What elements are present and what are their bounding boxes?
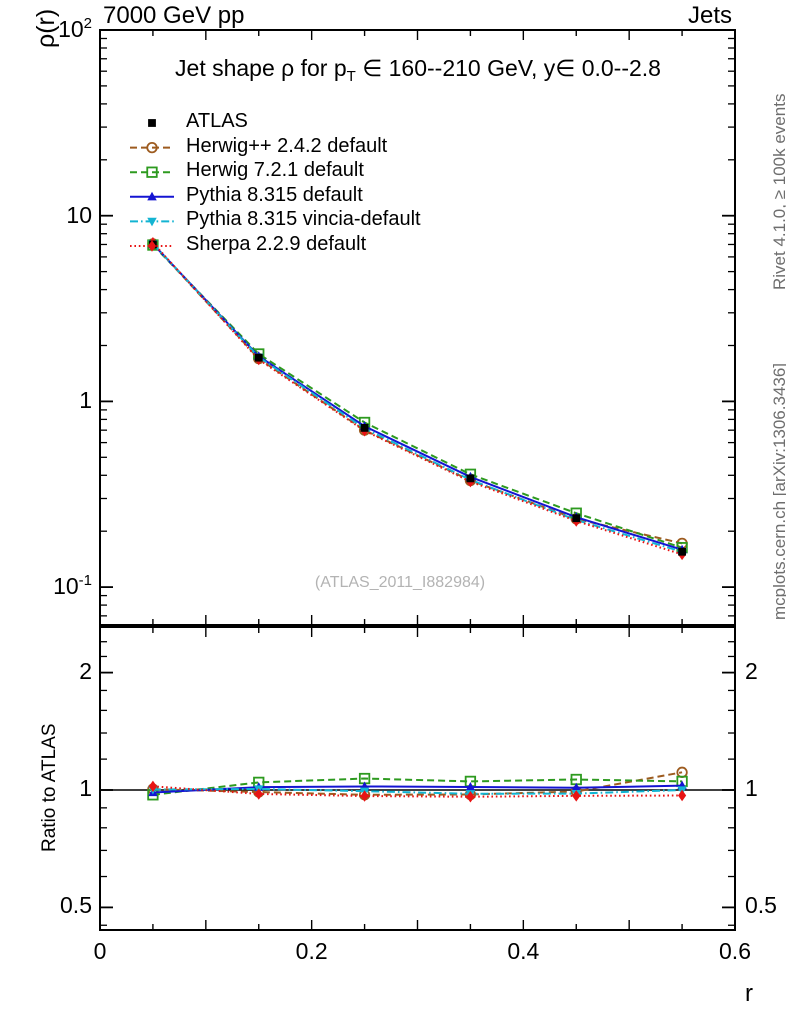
- main-ytick-1e-1: 10-1: [53, 572, 92, 600]
- xtick-2: 0.4: [507, 938, 540, 964]
- main-ytick-1e2: 102: [58, 15, 92, 42]
- x-axis-label: r: [745, 980, 753, 1007]
- legend-entry-1[interactable]: [130, 141, 174, 154]
- main-y-ticks: [99, 29, 736, 625]
- series-sherpa-2-2-9-default: [148, 780, 687, 803]
- series-pythia-8-315-default: [148, 238, 687, 554]
- legend-label-5[interactable]: Sherpa 2.2.9 default: [186, 233, 367, 255]
- ratio-ytick-right-2: 0.5: [745, 892, 777, 919]
- category-label: Jets: [687, 2, 732, 29]
- legend-entry-4[interactable]: [130, 217, 174, 227]
- legend-entry-5[interactable]: [130, 240, 174, 252]
- legend-entry-0[interactable]: [148, 119, 156, 127]
- series-herwig-7-2-1-default: [147, 239, 688, 554]
- series-pythia-8-315-vincia-default: [148, 240, 687, 557]
- main-ytick-10: 10: [66, 201, 92, 228]
- beam-energy-label: 7000 GeV pp: [103, 2, 245, 29]
- series-herwig-2-4-2-default: [147, 238, 688, 550]
- xtick-3: 0.6: [719, 938, 751, 964]
- legend: [130, 119, 174, 252]
- legend-label-2[interactable]: Herwig 7.2.1 default: [186, 159, 364, 182]
- main-y-axis-label: ρ(r): [32, 8, 60, 48]
- legend-entry-3[interactable]: [130, 191, 174, 201]
- legend-label-3[interactable]: Pythia 8.315 default: [186, 183, 363, 206]
- ratio-ytick-left-1: 1: [79, 775, 92, 801]
- ratio-y-axis-label: Ratio to ATLAS: [39, 723, 60, 853]
- series-sherpa-2-2-9-default: [148, 237, 687, 561]
- ratio-ytick-left-0: 2: [79, 657, 92, 684]
- main-ytick-1: 1: [79, 387, 92, 414]
- legend-label-4[interactable]: Pythia 8.315 vincia-default: [186, 208, 421, 231]
- legend-label-1[interactable]: Herwig++ 2.4.2 default: [186, 134, 388, 157]
- dataset-watermark: (ATLAS_2011_I882984): [314, 574, 486, 591]
- ratio-ytick-right-0: 2: [745, 657, 758, 684]
- series-atlas: [149, 240, 686, 556]
- ratio-y-ticks: [99, 627, 736, 930]
- legend-label-0[interactable]: ATLAS: [186, 110, 248, 132]
- ratio-ytick-left-2: 0.5: [60, 892, 92, 919]
- plot-title: Jet shape ρ for pT ∈ 160--210 GeV, y∈ 0.…: [175, 55, 661, 85]
- xtick-0: 0: [93, 938, 107, 964]
- xtick-1: 0.2: [295, 938, 328, 964]
- legend-entry-2[interactable]: [130, 166, 174, 178]
- ratio-panel-frame: [99, 626, 736, 931]
- mcplots-source-label: mcplots.cern.ch [arXiv:1306.3436]: [770, 362, 786, 620]
- ratio-ytick-right-1: 1: [745, 775, 758, 801]
- rivet-version-label: Rivet 4.1.0, ≥ 100k events: [770, 93, 786, 290]
